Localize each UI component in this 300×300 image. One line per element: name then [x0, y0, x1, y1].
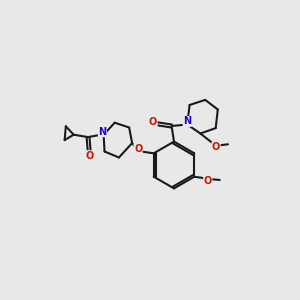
Text: N: N: [183, 116, 191, 127]
Text: O: O: [204, 176, 212, 187]
Text: O: O: [85, 151, 93, 161]
Text: N: N: [98, 127, 106, 137]
Text: O: O: [212, 142, 220, 152]
Text: O: O: [149, 117, 157, 127]
Text: O: O: [134, 144, 142, 154]
